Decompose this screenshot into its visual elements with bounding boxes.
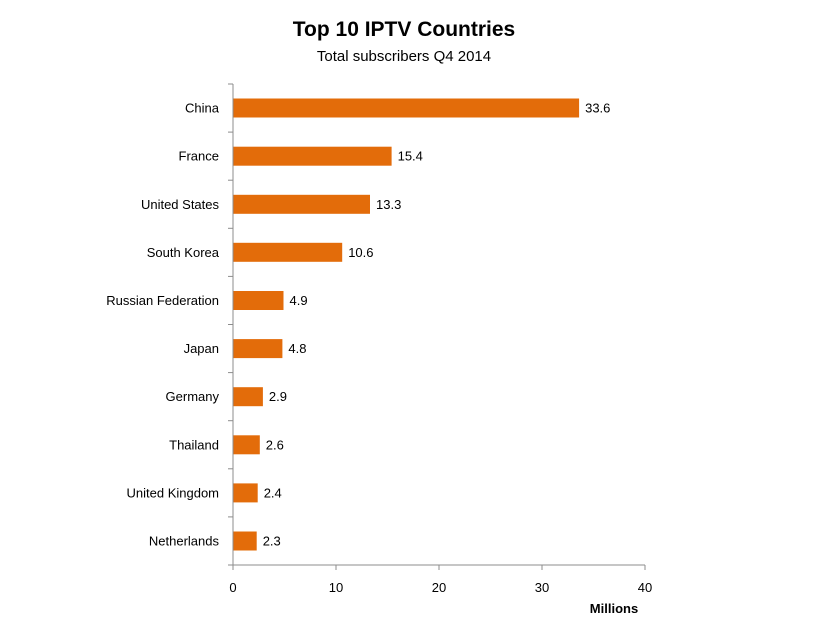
x-tick-label: 0 xyxy=(229,580,236,595)
bar xyxy=(233,531,257,551)
data-label: 4.8 xyxy=(288,341,306,356)
bar xyxy=(233,194,370,214)
x-tick-label: 30 xyxy=(535,580,549,595)
category-label: Germany xyxy=(166,389,220,404)
bars-group: China 33.6 France 15.4 United States 13.3 Sout… xyxy=(106,98,610,551)
data-label: 2.3 xyxy=(263,534,281,549)
x-tick-label: 10 xyxy=(329,580,343,595)
category-label: Netherlands xyxy=(149,534,220,549)
bar xyxy=(233,291,284,310)
bar xyxy=(233,98,580,118)
x-tick-label: 40 xyxy=(638,580,652,595)
chart-title: Top 10 IPTV Countries xyxy=(293,18,515,41)
data-label: 15.4 xyxy=(398,149,423,164)
data-label: 33.6 xyxy=(585,101,610,116)
chart-subtitle: Total subscribers Q4 2014 xyxy=(317,48,491,65)
bar xyxy=(233,483,258,503)
x-axis-title: Millions xyxy=(590,601,638,616)
x-tick-label: 20 xyxy=(432,580,446,595)
data-label: 2.9 xyxy=(269,389,287,404)
data-label: 2.6 xyxy=(266,437,284,452)
bar xyxy=(233,242,343,262)
category-label: Thailand xyxy=(169,437,219,452)
category-label: Japan xyxy=(184,341,219,356)
bar xyxy=(233,435,260,455)
axes-group: 0 10 20 30 40 xyxy=(228,83,652,595)
category-label: China xyxy=(185,101,220,116)
category-label: Russian Federation xyxy=(106,293,219,308)
bar xyxy=(233,339,283,359)
data-label: 2.4 xyxy=(264,485,282,500)
category-label: United States xyxy=(141,197,220,212)
data-label: 10.6 xyxy=(348,245,373,260)
bar xyxy=(233,146,392,166)
bar xyxy=(233,387,263,407)
category-label: France xyxy=(179,149,219,164)
data-label: 4.9 xyxy=(290,293,308,308)
category-label: South Korea xyxy=(147,245,220,260)
category-label: United Kingdom xyxy=(127,485,220,500)
data-label: 13.3 xyxy=(376,197,401,212)
